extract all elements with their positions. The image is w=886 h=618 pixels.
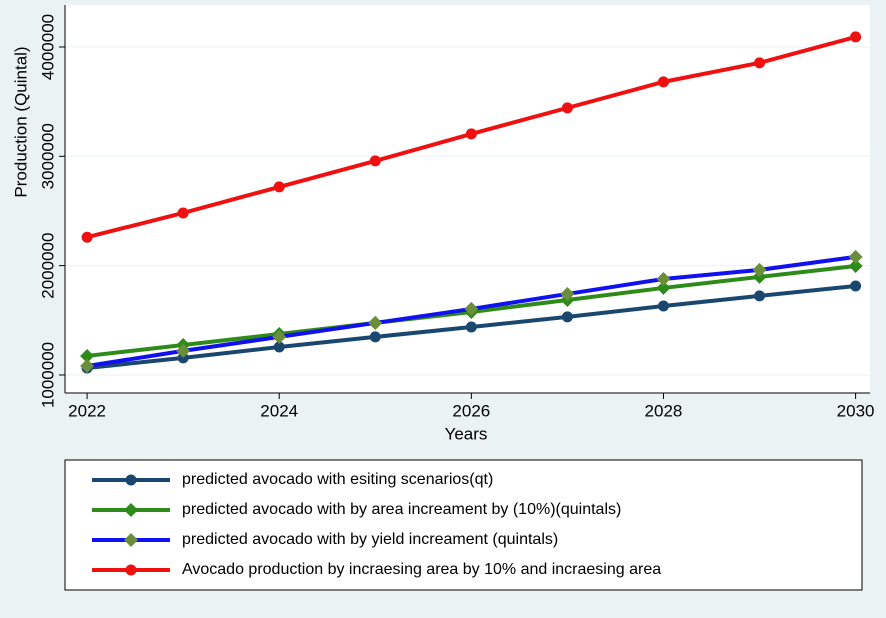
- marker: [656, 280, 671, 295]
- marker: [754, 57, 766, 69]
- legend-label: predicted avocado with by yield increame…: [182, 531, 558, 548]
- legend-box: [64, 459, 863, 591]
- legend-item: predicted avocado with by area increamen…: [92, 501, 621, 518]
- marker: [273, 341, 285, 353]
- y-tick-label: 1000000: [38, 342, 57, 408]
- marker: [561, 102, 573, 114]
- marker: [848, 249, 863, 264]
- marker: [657, 76, 669, 88]
- marker: [464, 301, 479, 316]
- marker: [125, 474, 137, 486]
- marker: [81, 231, 93, 243]
- marker: [656, 271, 671, 286]
- legend-item: predicted avocado with esiting scenarios…: [92, 471, 493, 488]
- y-axis-label: Production (Quintal): [11, 46, 30, 197]
- x-tick-label: 2022: [68, 401, 106, 420]
- marker: [369, 331, 381, 343]
- marker: [369, 155, 381, 167]
- marker: [124, 503, 138, 517]
- marker: [850, 31, 862, 43]
- marker: [125, 564, 137, 576]
- marker: [560, 286, 575, 301]
- marker: [465, 128, 477, 140]
- marker: [657, 300, 669, 312]
- y-tick-label: 3000000: [38, 123, 57, 189]
- legend-label: predicted avocado with by area increamen…: [182, 501, 621, 518]
- x-tick-label: 2026: [452, 401, 490, 420]
- marker: [752, 262, 767, 277]
- y-tick-label: 2000000: [38, 233, 57, 299]
- marker: [754, 290, 766, 302]
- x-tick-label: 2028: [645, 401, 683, 420]
- marker: [465, 321, 477, 333]
- marker: [850, 280, 862, 292]
- marker: [124, 533, 138, 547]
- marker: [273, 181, 285, 193]
- legend-label: Avocado production by incraesing area by…: [182, 561, 661, 578]
- marker: [177, 207, 189, 219]
- marker: [80, 348, 95, 363]
- marker: [561, 311, 573, 323]
- x-tick-label: 2024: [260, 401, 298, 420]
- x-axis-label: Years: [445, 424, 488, 443]
- y-tick-label: 4000000: [38, 14, 57, 80]
- legend-item: Avocado production by incraesing area by…: [92, 561, 661, 578]
- marker: [272, 329, 287, 344]
- marker: [80, 358, 95, 373]
- legend-item: predicted avocado with by yield increame…: [92, 531, 558, 548]
- x-tick-label: 2030: [837, 401, 875, 420]
- marker: [368, 315, 383, 330]
- legend-label: predicted avocado with esiting scenarios…: [182, 471, 493, 488]
- marker: [848, 258, 863, 273]
- marker: [176, 343, 191, 358]
